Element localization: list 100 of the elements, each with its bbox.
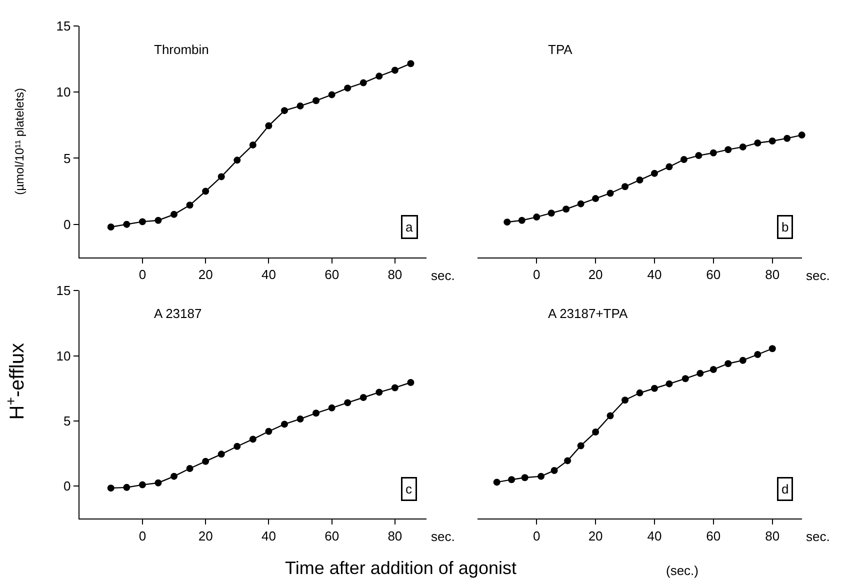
- point: [577, 200, 584, 208]
- point: [312, 410, 320, 417]
- point: [622, 396, 629, 404]
- point: [407, 379, 414, 386]
- point: [710, 149, 717, 156]
- point: [202, 188, 210, 195]
- x-tick-label: 0: [138, 528, 146, 544]
- x-tick-label: 80: [765, 267, 780, 282]
- point: [107, 223, 114, 230]
- point: [360, 394, 367, 401]
- point: [138, 481, 146, 488]
- point: [218, 173, 225, 180]
- x-tick-label: 40: [647, 267, 662, 282]
- point: [407, 60, 414, 68]
- y-tick-label: 10: [56, 348, 71, 364]
- x-tick-label: 20: [588, 267, 603, 282]
- point: [170, 210, 178, 218]
- point: [234, 156, 241, 164]
- point: [521, 474, 528, 482]
- point: [376, 388, 383, 396]
- point: [592, 428, 600, 436]
- point: [724, 146, 732, 154]
- x-tick-label: 60: [324, 528, 340, 544]
- point: [666, 163, 673, 170]
- point: [564, 457, 572, 464]
- point: [296, 102, 304, 110]
- point: [186, 202, 194, 209]
- point: [695, 152, 702, 160]
- point: [360, 79, 367, 86]
- point: [138, 218, 146, 226]
- x-tick-label: 0: [532, 267, 540, 282]
- point: [562, 206, 570, 213]
- point: [234, 442, 241, 450]
- y-tick-label: 15: [56, 18, 71, 34]
- point: [508, 476, 516, 484]
- point: [518, 216, 526, 224]
- text: sec.: [431, 529, 455, 544]
- x-tick-label: 20: [198, 528, 213, 544]
- x-tick-label: 60: [706, 267, 721, 282]
- point: [724, 360, 732, 368]
- point: [754, 350, 762, 358]
- point: [636, 176, 644, 184]
- point: [344, 84, 352, 92]
- point: [548, 210, 555, 217]
- x-tick-label: 80: [388, 528, 402, 544]
- x-axis-title: sec.: [431, 268, 455, 283]
- point: [696, 370, 704, 377]
- text: sec.: [806, 529, 830, 544]
- point: [280, 107, 288, 114]
- point: [391, 66, 398, 74]
- x-tick-label: 60: [324, 267, 340, 282]
- point: [636, 389, 644, 396]
- point: [249, 141, 256, 148]
- annotation: Thrombin: [154, 42, 209, 57]
- point: [296, 415, 304, 422]
- point: [739, 356, 746, 364]
- point: [265, 428, 272, 435]
- x-tick-label: 0: [138, 267, 146, 282]
- x-axis-title: Time after addition of agonist: [285, 558, 516, 578]
- x-tick-label: 20: [588, 528, 603, 544]
- point: [650, 170, 658, 177]
- y-axis-title: (µmol/10¹¹ platelets): [12, 88, 27, 195]
- point: [768, 345, 776, 352]
- point: [376, 72, 383, 80]
- point: [123, 220, 130, 228]
- point: [154, 216, 162, 224]
- annotation: b: [782, 220, 789, 234]
- point: [107, 484, 114, 492]
- y-tick-label: 10: [56, 84, 71, 100]
- point: [784, 134, 791, 142]
- point: [218, 450, 225, 458]
- point: [249, 436, 256, 443]
- y-tick-label: 5: [63, 150, 71, 166]
- y-tick-label: 15: [56, 283, 71, 298]
- point: [493, 478, 500, 486]
- point: [533, 214, 540, 221]
- annotation: d: [782, 482, 789, 496]
- point: [606, 190, 614, 197]
- point: [538, 472, 545, 480]
- point: [328, 404, 336, 412]
- point: [344, 399, 352, 406]
- point: [682, 375, 689, 382]
- point: [280, 420, 288, 428]
- point: [328, 91, 336, 98]
- x-axis-title: (sec.): [666, 563, 698, 578]
- point: [312, 97, 320, 104]
- point: [577, 442, 584, 450]
- y-tick-label: 5: [63, 414, 71, 429]
- point: [739, 143, 746, 150]
- x-tick-label: 40: [261, 267, 276, 282]
- point: [186, 465, 194, 472]
- x-tick-label: 0: [532, 528, 540, 544]
- x-tick-label: 40: [647, 528, 662, 544]
- point: [504, 218, 511, 226]
- annotation: A 23187: [154, 306, 202, 321]
- x-tick-label: 80: [388, 267, 402, 282]
- point: [710, 366, 717, 373]
- x-tick-label: 60: [706, 528, 721, 544]
- point: [123, 484, 130, 491]
- point: [622, 183, 629, 190]
